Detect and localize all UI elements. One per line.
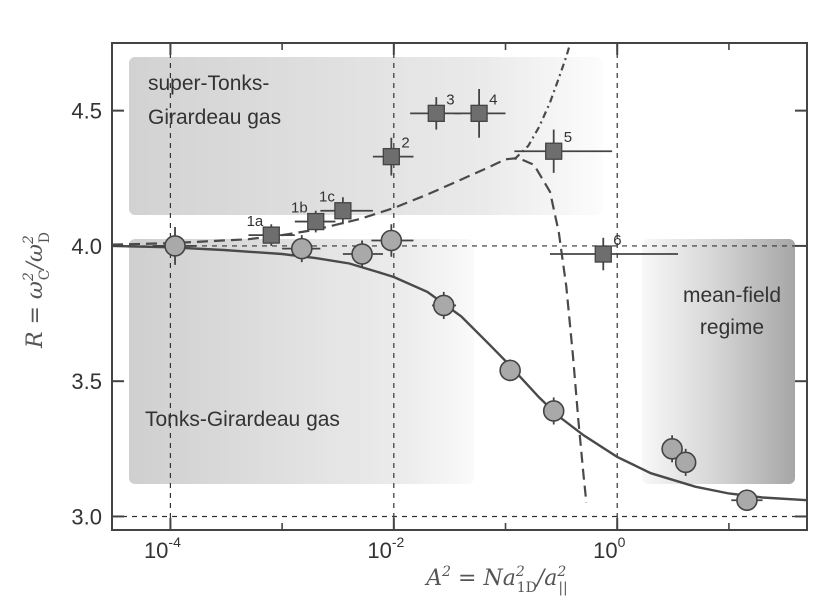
circle-marker xyxy=(542,400,565,422)
square-marker xyxy=(334,202,352,220)
curve-dashdot xyxy=(513,43,572,161)
point-label: 6 xyxy=(613,232,621,249)
point-label: 5 xyxy=(564,129,572,146)
point-label: 4 xyxy=(489,91,497,108)
square-point-4: 4 xyxy=(454,88,506,138)
square-marker xyxy=(427,104,445,122)
axis-ticks: 3.0 3.5 4.0 4.5 10-4 10-2 100 xyxy=(71,43,807,563)
circle-point-4 xyxy=(432,291,456,319)
circle-point-2 xyxy=(342,240,383,268)
square-point-6: 6 xyxy=(549,232,678,271)
region-label-mean-field-line2: regime xyxy=(700,316,764,339)
circle-marker xyxy=(499,359,521,382)
x-axis-label: A2 = Na2 1D/a2 || xyxy=(424,564,568,596)
circle-marker xyxy=(674,451,697,474)
circle-point-7 xyxy=(661,435,683,463)
y-tick-label-0: 3.0 xyxy=(71,504,102,529)
circle-marker xyxy=(351,243,373,265)
region-label-mean-field-line1: mean-field xyxy=(683,284,781,307)
circle-point-0 xyxy=(153,226,197,265)
point-label: 3 xyxy=(446,91,454,108)
data-points: 1a 1b 1c 2 3 4 5 6 xyxy=(153,88,763,512)
square-marker xyxy=(262,226,280,244)
region-label-super-tonks-line2: Girardeau gas xyxy=(148,106,281,129)
plot-frame xyxy=(111,42,808,531)
guide-lines xyxy=(112,43,807,530)
square-point-1b: 1b xyxy=(291,200,336,233)
square-marker xyxy=(307,212,325,231)
square-point-3: 3 xyxy=(410,91,462,130)
y-tick-label-3: 4.5 xyxy=(71,99,102,124)
x-tick-label-0: 10-4 xyxy=(144,534,181,563)
square-marker xyxy=(594,245,612,263)
point-label: 2 xyxy=(401,135,409,152)
square-marker xyxy=(545,142,563,160)
circle-point-6 xyxy=(542,397,565,425)
square-marker xyxy=(470,104,488,122)
circle-point-1 xyxy=(282,235,321,263)
point-label: 1b xyxy=(291,200,308,217)
y-tick-label-2: 4.0 xyxy=(71,234,102,259)
circle-marker xyxy=(736,489,758,512)
circle-point-5 xyxy=(499,359,521,382)
point-label: 1a xyxy=(247,213,264,230)
point-label: 1c xyxy=(319,189,335,206)
circle-marker xyxy=(164,235,186,257)
region-mean-field-bg xyxy=(642,239,795,484)
square-point-5: 5 xyxy=(514,129,613,173)
x-tick-label-1: 10-2 xyxy=(367,534,404,563)
region-label-tonks: Tonks-Girardeau gas xyxy=(145,408,340,431)
circle-point-9 xyxy=(731,489,763,512)
y-axis-label: R = ω2C/ω2D xyxy=(21,232,53,349)
circle-point-8 xyxy=(674,448,697,476)
region-tonks-bg xyxy=(129,239,474,484)
x-tick-label-2: 100 xyxy=(593,534,625,563)
square-point-1a: 1a xyxy=(247,213,295,246)
region-label-super-tonks-line1: super-Tonks- xyxy=(148,72,269,95)
circle-marker xyxy=(661,438,683,460)
region-super-tonks-bg xyxy=(129,57,602,215)
curve-solid xyxy=(112,244,807,502)
square-marker xyxy=(382,147,400,166)
circle-point-3 xyxy=(371,224,414,257)
square-point-1c: 1c xyxy=(319,189,373,225)
y-tick-label-1: 3.5 xyxy=(71,369,102,394)
square-point-2: 2 xyxy=(372,135,414,176)
circle-marker xyxy=(432,294,455,317)
circle-marker xyxy=(290,237,313,260)
circle-marker xyxy=(380,229,403,252)
